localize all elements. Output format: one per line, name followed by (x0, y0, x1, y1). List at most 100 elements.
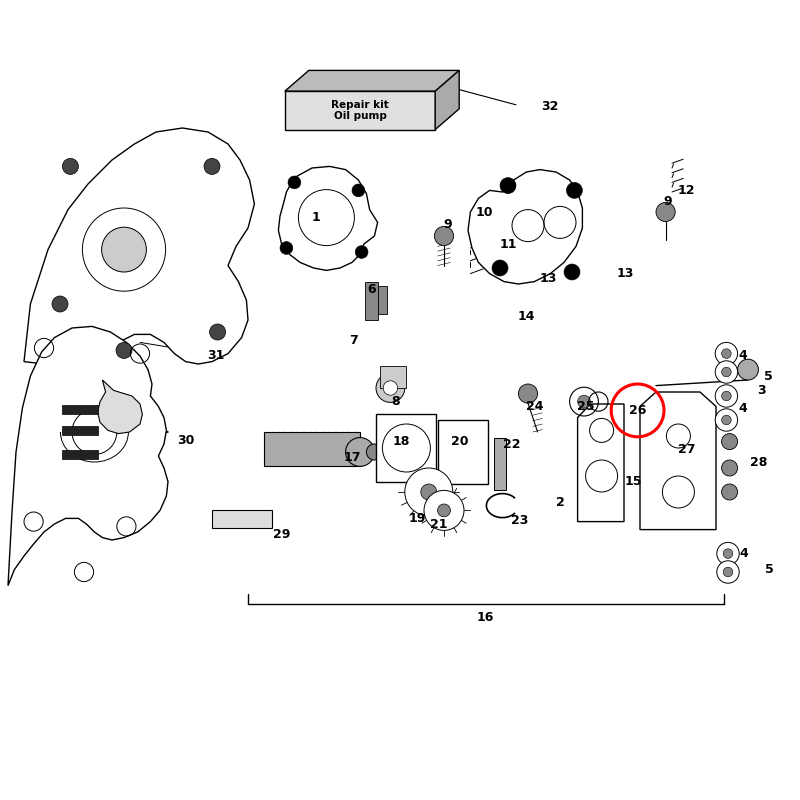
Text: 22: 22 (503, 438, 521, 450)
Circle shape (421, 484, 437, 500)
Text: 30: 30 (177, 434, 194, 446)
Text: 8: 8 (392, 395, 400, 408)
Text: 14: 14 (518, 310, 535, 323)
Polygon shape (578, 404, 624, 522)
Circle shape (405, 468, 453, 516)
Text: 11: 11 (499, 238, 517, 250)
Text: 26: 26 (629, 404, 646, 417)
Text: 7: 7 (350, 334, 358, 346)
Text: 28: 28 (750, 456, 767, 469)
Bar (494, 438, 506, 490)
Text: 5: 5 (766, 563, 774, 576)
Text: 12: 12 (678, 184, 695, 197)
Text: 13: 13 (539, 272, 557, 285)
Polygon shape (278, 166, 378, 270)
Text: 27: 27 (678, 443, 695, 456)
Circle shape (346, 438, 374, 466)
Circle shape (722, 460, 738, 476)
Circle shape (723, 567, 733, 577)
Text: 3: 3 (758, 384, 766, 397)
Circle shape (566, 182, 582, 198)
Circle shape (564, 264, 580, 280)
Polygon shape (98, 380, 142, 434)
Text: 4: 4 (738, 350, 746, 362)
Text: 20: 20 (451, 435, 469, 448)
Bar (365, 282, 378, 320)
Text: 29: 29 (273, 528, 290, 541)
Bar (62, 405, 98, 414)
Circle shape (578, 395, 590, 408)
Circle shape (717, 542, 739, 565)
Circle shape (717, 561, 739, 583)
Bar (264, 432, 360, 466)
Polygon shape (468, 170, 582, 284)
Circle shape (424, 490, 464, 530)
Text: 15: 15 (625, 475, 642, 488)
Text: 31: 31 (207, 350, 225, 362)
Bar (438, 420, 488, 484)
Polygon shape (8, 326, 168, 586)
Circle shape (715, 385, 738, 407)
Text: 21: 21 (430, 518, 447, 530)
Text: 9: 9 (664, 195, 672, 208)
Circle shape (52, 296, 68, 312)
Text: 18: 18 (393, 435, 410, 448)
Text: 1: 1 (312, 211, 320, 224)
Text: 32: 32 (541, 100, 558, 113)
Circle shape (715, 342, 738, 365)
Text: 16: 16 (477, 611, 494, 624)
Polygon shape (285, 70, 459, 91)
Circle shape (722, 349, 731, 358)
Circle shape (210, 324, 226, 340)
Circle shape (722, 484, 738, 500)
Text: 5: 5 (764, 370, 772, 382)
Circle shape (366, 444, 382, 460)
Circle shape (723, 549, 733, 558)
Text: 24: 24 (526, 400, 543, 413)
Text: 10: 10 (475, 206, 493, 218)
Circle shape (656, 202, 675, 222)
Circle shape (500, 178, 516, 194)
Bar (62, 426, 98, 435)
Bar (378, 286, 387, 314)
Circle shape (376, 374, 405, 402)
Text: 17: 17 (343, 451, 361, 464)
Circle shape (438, 504, 450, 517)
Bar (380, 366, 406, 388)
Circle shape (722, 434, 738, 450)
Text: 13: 13 (617, 267, 634, 280)
Circle shape (102, 227, 146, 272)
Circle shape (288, 176, 301, 189)
Text: Repair kit
Oil pump: Repair kit Oil pump (331, 100, 389, 121)
Circle shape (722, 367, 731, 377)
Bar (62, 450, 98, 459)
Text: 6: 6 (368, 283, 376, 296)
Text: 19: 19 (409, 512, 426, 525)
Circle shape (383, 381, 398, 395)
Circle shape (204, 158, 220, 174)
Polygon shape (285, 91, 435, 130)
Circle shape (280, 242, 293, 254)
Text: 23: 23 (511, 514, 529, 526)
Circle shape (434, 226, 454, 246)
Polygon shape (24, 128, 254, 364)
Circle shape (722, 415, 731, 425)
Polygon shape (640, 392, 716, 530)
Circle shape (355, 246, 368, 258)
Text: 9: 9 (444, 218, 452, 230)
Circle shape (352, 184, 365, 197)
Circle shape (62, 158, 78, 174)
Circle shape (492, 260, 508, 276)
Circle shape (116, 342, 132, 358)
Text: 4: 4 (740, 547, 748, 560)
Circle shape (722, 391, 731, 401)
Text: 4: 4 (738, 402, 746, 414)
Bar (376, 414, 436, 482)
Circle shape (738, 359, 758, 380)
Circle shape (518, 384, 538, 403)
Polygon shape (435, 70, 459, 130)
Circle shape (715, 361, 738, 383)
Circle shape (715, 409, 738, 431)
Bar (212, 510, 272, 528)
Text: 25: 25 (577, 400, 594, 413)
